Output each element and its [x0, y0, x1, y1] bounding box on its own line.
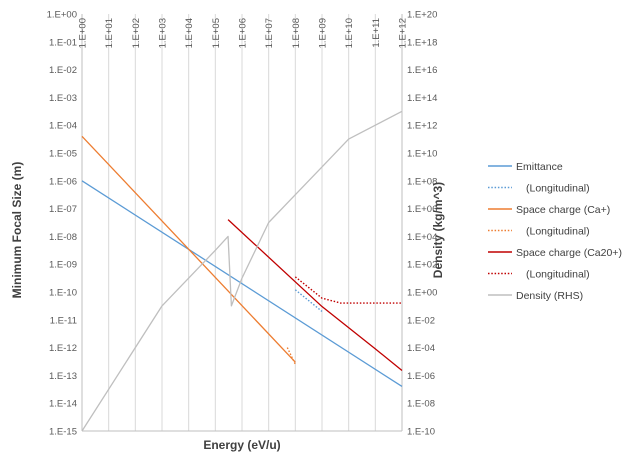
- y-tick-label: 1.E-09: [49, 260, 77, 271]
- series-line: [294, 276, 402, 304]
- y2-tick-label: 1.E+02: [407, 260, 437, 271]
- y-tick-label: 1.E-15: [49, 427, 77, 438]
- x-tick-label: 1.E+03: [158, 18, 169, 48]
- y-tick-label: 1.E-01: [49, 37, 77, 48]
- series-line: [81, 110, 403, 432]
- y-tick-label: 1.E-02: [49, 65, 77, 76]
- y2-tick-label: 1.E+14: [407, 93, 437, 104]
- y-tick-label: 1.E-10: [49, 288, 77, 299]
- y-tick-label: 1.E-12: [49, 343, 77, 354]
- legend-label: (Longitudinal): [526, 225, 590, 237]
- legend-label: (Longitudinal): [526, 182, 590, 194]
- y2-tick-label: 1.E-04: [407, 343, 435, 354]
- x-axis-title: Energy (eV/u): [203, 438, 280, 452]
- legend-label: Space charge (Ca+): [516, 204, 610, 216]
- y2-tick-label: 1.E+00: [407, 288, 437, 299]
- x-tick-label: 1.E+07: [264, 18, 275, 48]
- series-line: [81, 180, 403, 388]
- y2-tick-label: 1.E+10: [407, 149, 437, 160]
- y-tick-label: 1.E-08: [49, 232, 77, 243]
- y-axis-title: Minimum Focal Size (m): [10, 162, 24, 299]
- y-tick-label: 1.E+00: [47, 10, 77, 21]
- y2-tick-label: 1.E+20: [407, 10, 437, 21]
- x-tick-label: 1.E+01: [104, 18, 115, 48]
- y2-tick-label: 1.E+06: [407, 204, 437, 215]
- x-tick-label: 1.E+10: [344, 18, 355, 48]
- series-line: [81, 135, 296, 363]
- series-line: [294, 289, 323, 312]
- y-tick-label: 1.E-04: [49, 121, 77, 132]
- legend: Emittance (Longitudinal) Space charge (Ca+…: [488, 161, 622, 302]
- x-tick-label: 1.E+00: [78, 18, 89, 48]
- y-tick-label: 1.E-11: [50, 315, 77, 326]
- y2-axis-title: Density (kg/m^3): [431, 182, 445, 278]
- axes: [81, 14, 403, 432]
- y2-tick-label: 1.E+16: [407, 65, 437, 76]
- y2-tick-label: 1.E-08: [407, 399, 435, 410]
- y-tick-label: 1.E-14: [49, 399, 77, 410]
- x-tick-label: 1.E+06: [238, 18, 249, 48]
- x-tick-label: 1.E+09: [318, 18, 329, 48]
- legend-label: Density (RHS): [516, 290, 583, 302]
- tick-labels: 1.E+001.E-011.E-021.E-031.E-041.E-051.E-…: [47, 10, 438, 438]
- x-tick-label: 1.E+08: [291, 18, 302, 48]
- y2-tick-label: 1.E+18: [407, 37, 437, 48]
- y2-tick-label: 1.E-06: [407, 371, 435, 382]
- y2-tick-label: 1.E-02: [407, 315, 435, 326]
- legend-label: Space charge (Ca20+): [516, 247, 622, 259]
- y-tick-label: 1.E-05: [49, 149, 77, 160]
- x-tick-label: 1.E+02: [131, 18, 142, 48]
- y-tick-label: 1.E-13: [49, 371, 77, 382]
- series-lines: [81, 110, 403, 432]
- legend-label: Emittance: [516, 161, 563, 173]
- x-tick-label: 1.E+11: [371, 18, 382, 48]
- y2-tick-label: 1.E+08: [407, 176, 437, 187]
- y-tick-label: 1.E-06: [49, 176, 77, 187]
- gridlines: [81, 14, 403, 431]
- y-tick-label: 1.E-07: [49, 204, 77, 215]
- legend-label: (Longitudinal): [526, 268, 590, 280]
- series-line: [227, 219, 403, 372]
- y2-tick-label: 1.E+04: [407, 232, 437, 243]
- x-tick-label: 1.E+05: [211, 18, 222, 48]
- y2-tick-label: 1.E-10: [407, 427, 435, 438]
- y-tick-label: 1.E-03: [49, 93, 77, 104]
- x-tick-label: 1.E+04: [184, 18, 195, 48]
- y2-tick-label: 1.E+12: [407, 121, 437, 132]
- x-tick-label: 1.E+12: [398, 18, 409, 48]
